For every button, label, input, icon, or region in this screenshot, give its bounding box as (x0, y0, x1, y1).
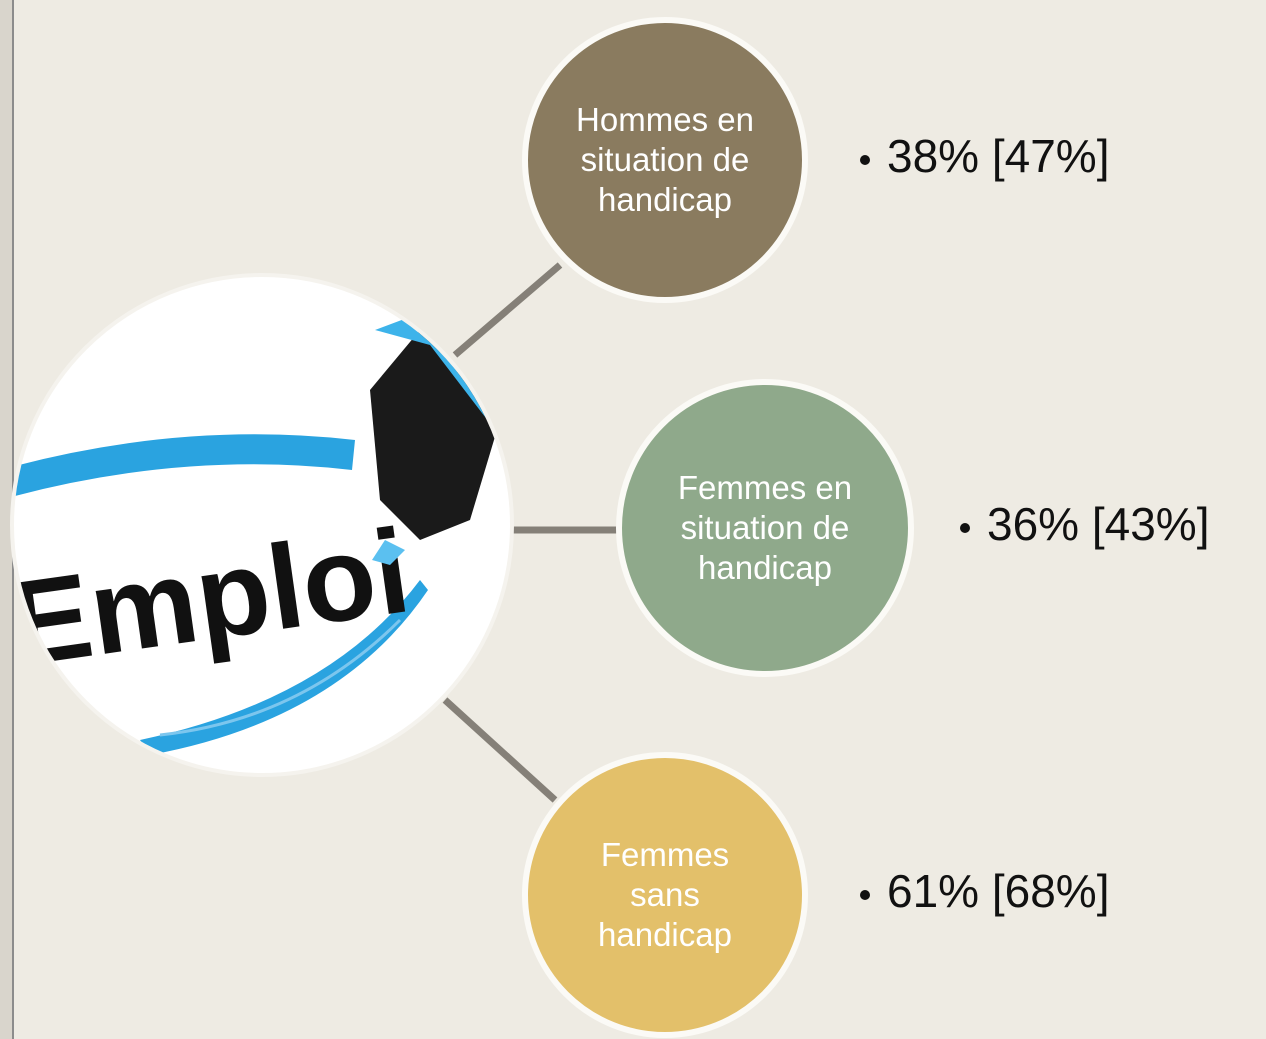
node-label: Hommes en (576, 101, 754, 138)
node-label: Femmes en (678, 469, 852, 506)
node-label: handicap (598, 916, 732, 953)
node-label: Femmes (601, 836, 729, 873)
bullet (860, 155, 870, 165)
node-label: situation de (581, 141, 750, 178)
node-stat: 36% [43%] (987, 498, 1209, 550)
node-stat: 61% [68%] (887, 865, 1109, 917)
node-stat: 38% [47%] (887, 130, 1109, 182)
node-label: handicap (698, 549, 832, 586)
node-label: situation de (681, 509, 850, 546)
page: Emploi Hommes ensituation dehandicap38% … (0, 0, 1266, 1039)
bullet (860, 890, 870, 900)
diagram: Emploi Hommes ensituation dehandicap38% … (0, 0, 1266, 1039)
node-label: handicap (598, 181, 732, 218)
node-label: sans (630, 876, 700, 913)
bullet (960, 523, 970, 533)
